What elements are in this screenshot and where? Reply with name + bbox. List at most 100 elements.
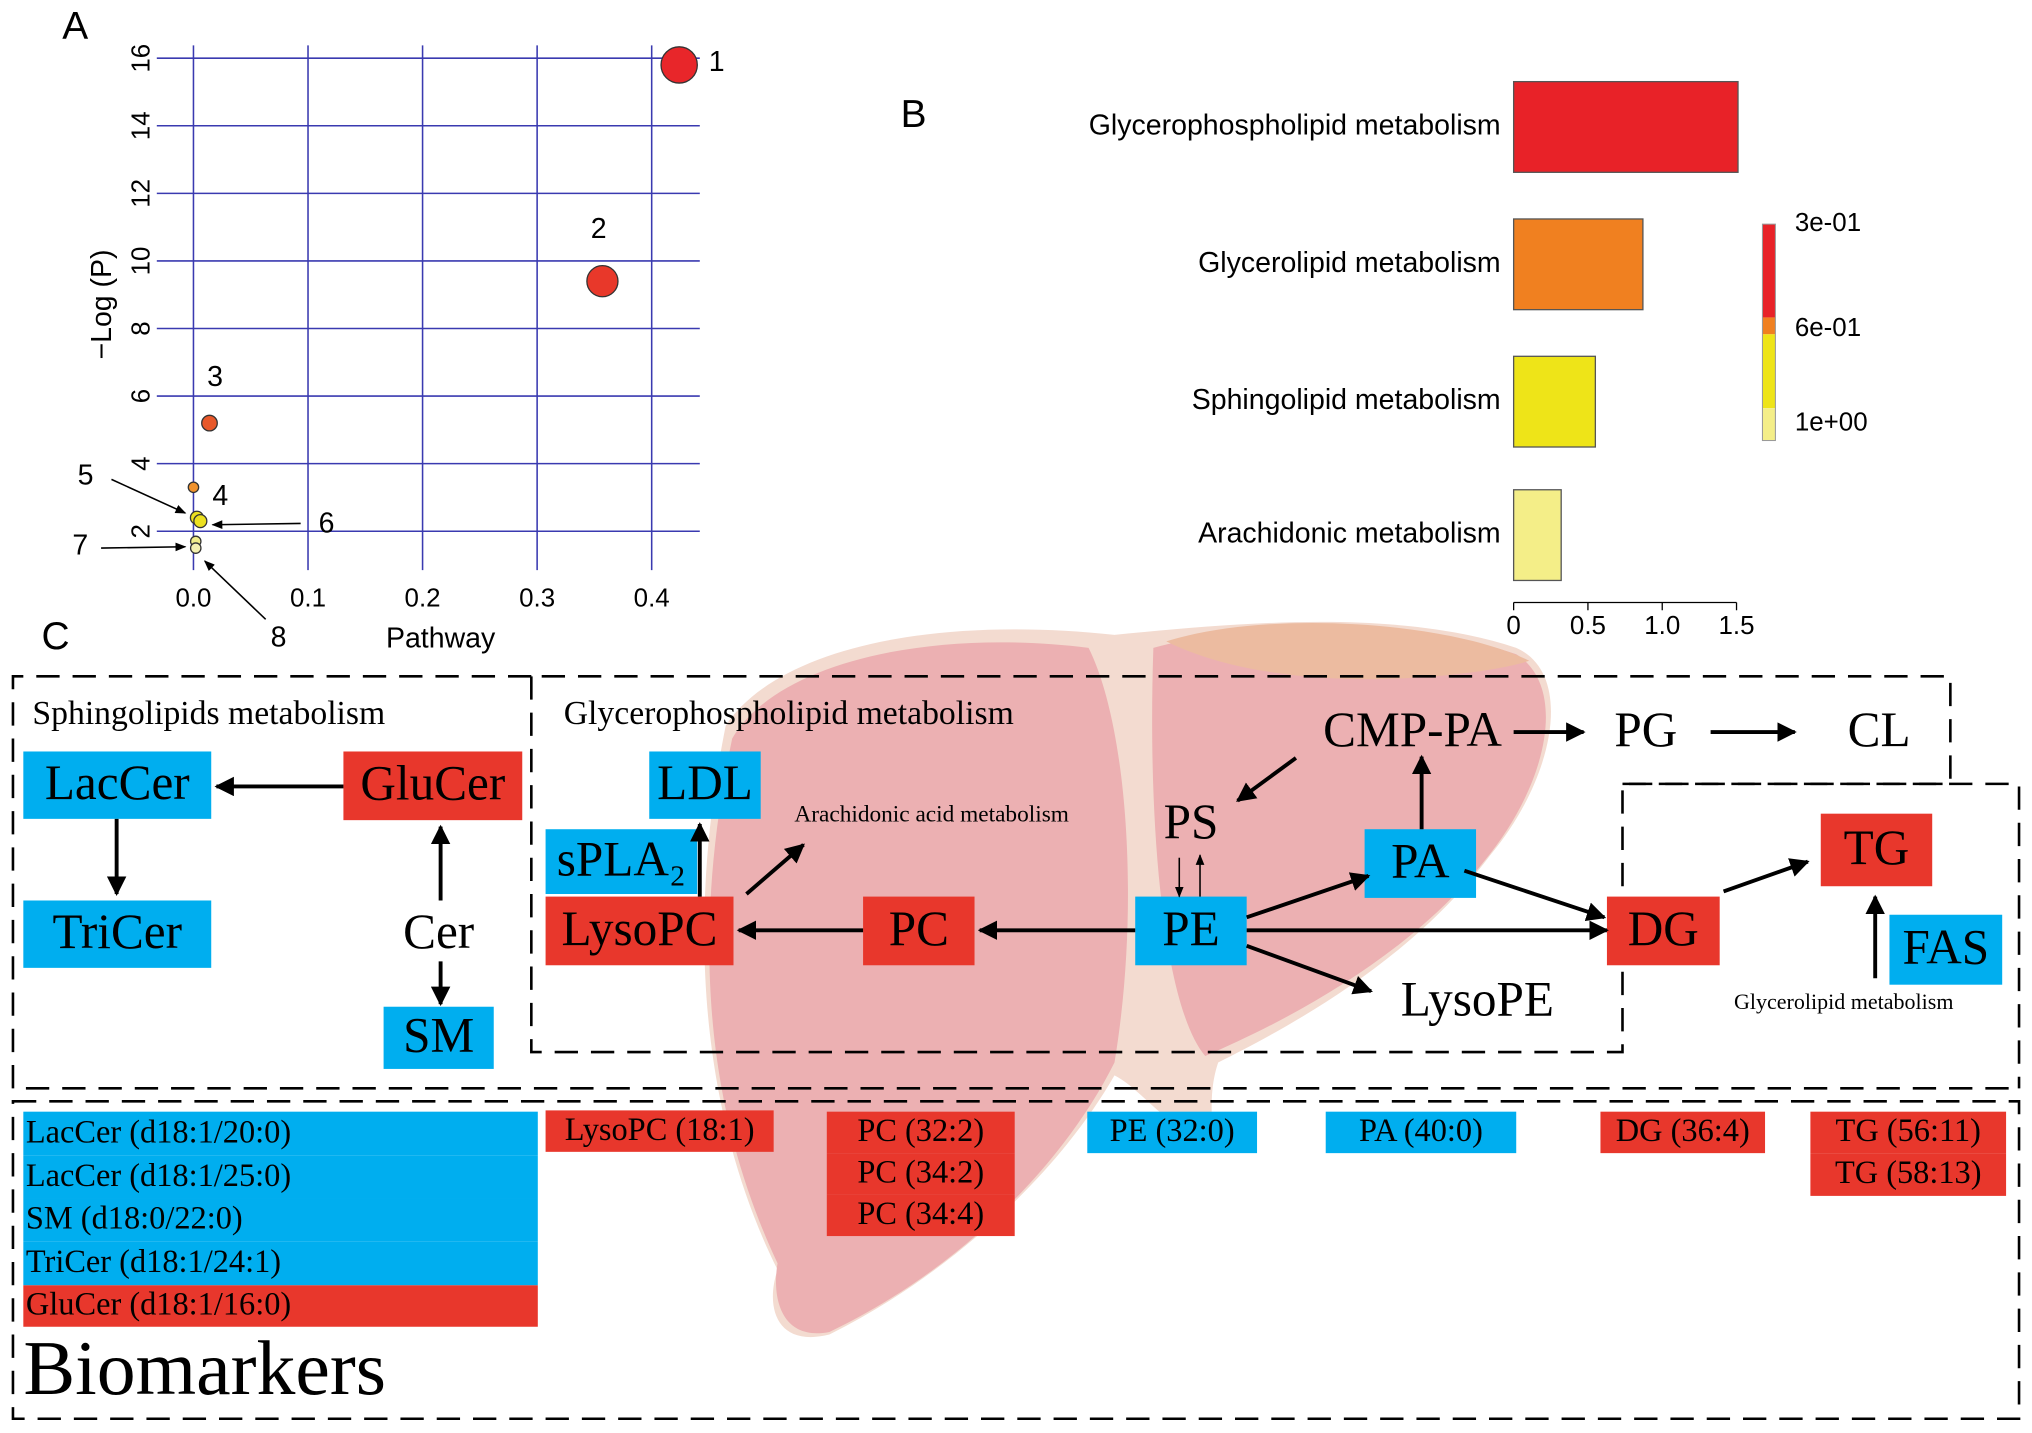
node-label: PS	[1164, 794, 1219, 849]
node-label: PG	[1614, 702, 1677, 757]
x-tick-label: 1.5	[1719, 612, 1755, 640]
point	[660, 46, 698, 84]
colorbar-segment	[1762, 317, 1776, 335]
biomarker-box	[1087, 1111, 1258, 1154]
y-tick-label: 6	[127, 389, 155, 403]
x-tick-label: 1.0	[1644, 612, 1680, 640]
y-tick-label: 4	[127, 456, 155, 470]
point-label: 8	[271, 621, 287, 653]
sphingolipid-box	[11, 675, 2020, 1090]
section-title: Glycerophospholipid metabolism	[564, 695, 1014, 732]
node-label: SM	[403, 1008, 474, 1063]
biomarker-box	[23, 1111, 538, 1156]
biomarker-box	[1810, 1153, 2007, 1196]
bar	[1512, 355, 1597, 448]
panel-label: B	[901, 93, 927, 136]
biomarker-box	[826, 1153, 1015, 1195]
panel-label: C	[41, 615, 69, 658]
y-tick-label: 14	[127, 111, 155, 140]
x-axis-label: Pathway	[386, 623, 496, 655]
y-tick-label: 2	[127, 524, 155, 538]
node-label: sPLA₂	[557, 832, 686, 887]
biomarker-label: GluCer (d18:1/16:0)	[26, 1287, 291, 1323]
point-label: 1	[709, 46, 725, 78]
section-title: Arachidonic acid metabolism	[794, 802, 1069, 828]
bar	[1512, 80, 1739, 173]
point	[187, 481, 200, 494]
y-tick-label: 12	[127, 179, 155, 208]
node-label: CMP-PA	[1323, 702, 1502, 757]
x-tick-label: 0.3	[519, 585, 555, 613]
node-label: LysoPC	[562, 901, 718, 956]
pathway-arrow	[745, 843, 805, 896]
pathway-arrow	[1236, 756, 1298, 803]
bar	[1512, 489, 1562, 582]
biomarker-box	[826, 1111, 1015, 1154]
node-label: Cer	[403, 904, 474, 959]
node-label: PE	[1162, 901, 1219, 956]
point	[189, 542, 202, 554]
biomarker-label: LacCer (d18:1/25:0)	[26, 1158, 291, 1194]
node-box	[1364, 829, 1477, 898]
biomarker-box	[1325, 1111, 1517, 1154]
biomarker-label: PC (32:2)	[857, 1113, 984, 1149]
node-box	[23, 900, 212, 968]
biomarker-box	[23, 1241, 538, 1286]
biomarker-label: PC (34:4)	[857, 1196, 984, 1232]
point-label: 7	[72, 529, 88, 561]
panel-label: A	[62, 5, 88, 48]
node-label: PC	[889, 901, 949, 956]
label-arrow	[111, 478, 187, 514]
y-tick-label: 16	[127, 44, 155, 73]
pathway-arrow	[1246, 872, 1371, 920]
biomarkers-title: Biomarkers	[23, 1325, 386, 1411]
biomarker-box	[1600, 1111, 1766, 1154]
pathway-arrow	[1722, 858, 1810, 894]
label-arrow	[211, 520, 301, 529]
biomarker-label: LacCer (d18:1/20:0)	[26, 1114, 291, 1150]
glycerophospholipid-box	[530, 675, 1952, 1054]
colorbar-frame	[1761, 223, 1776, 442]
point-label: 3	[207, 361, 223, 393]
biomarker-box	[545, 1110, 774, 1152]
pathway-arrow	[1463, 868, 1607, 922]
point-label: 5	[78, 459, 94, 491]
biomarker-label: PA (40:0)	[1359, 1113, 1483, 1149]
biomarker-label: TG (58:13)	[1835, 1155, 1982, 1191]
node-label: LDL	[657, 755, 753, 810]
label-arrow	[203, 560, 267, 620]
point-label: 6	[319, 507, 335, 539]
region-boxes	[11, 675, 2021, 1421]
node-box	[545, 896, 734, 966]
biomarker-label: TG (56:11)	[1836, 1113, 1981, 1149]
node-label: CL	[1848, 702, 1911, 757]
x-tick-label: 0.1	[290, 585, 326, 613]
biomarker-label: TriCer (d18:1/24:1)	[26, 1244, 281, 1280]
category-label: Arachidonic metabolism	[1198, 518, 1501, 550]
biomarker-box	[11, 1100, 2021, 1421]
node-box	[23, 751, 212, 819]
point-label: 2	[591, 213, 607, 245]
point-label: 4	[212, 480, 228, 512]
bar	[1512, 218, 1644, 311]
glycerolipid-box	[1622, 782, 2021, 1089]
biomarker-box	[23, 1155, 538, 1199]
colorbar-label: 6e-01	[1795, 314, 1861, 342]
section-title: Sphingolipids metabolism	[32, 695, 385, 732]
node-label: TG	[1844, 820, 1910, 875]
node-label: TriCer	[53, 904, 182, 959]
colorbar-segment	[1762, 334, 1776, 409]
node-box	[1889, 914, 2003, 985]
node-label: FAS	[1902, 920, 1989, 975]
category-label: Glycerophospholipid metabolism	[1089, 110, 1501, 142]
biomarker-box	[1810, 1111, 2007, 1154]
node-box	[545, 829, 698, 895]
colorbar-label: 1e+00	[1795, 409, 1868, 437]
x-tick-label: 0.0	[175, 585, 211, 613]
category-label: Glycerolipid metabolism	[1198, 247, 1501, 279]
point	[586, 264, 619, 298]
y-tick-label: 10	[127, 247, 155, 276]
x-tick-label: 0	[1506, 612, 1520, 640]
